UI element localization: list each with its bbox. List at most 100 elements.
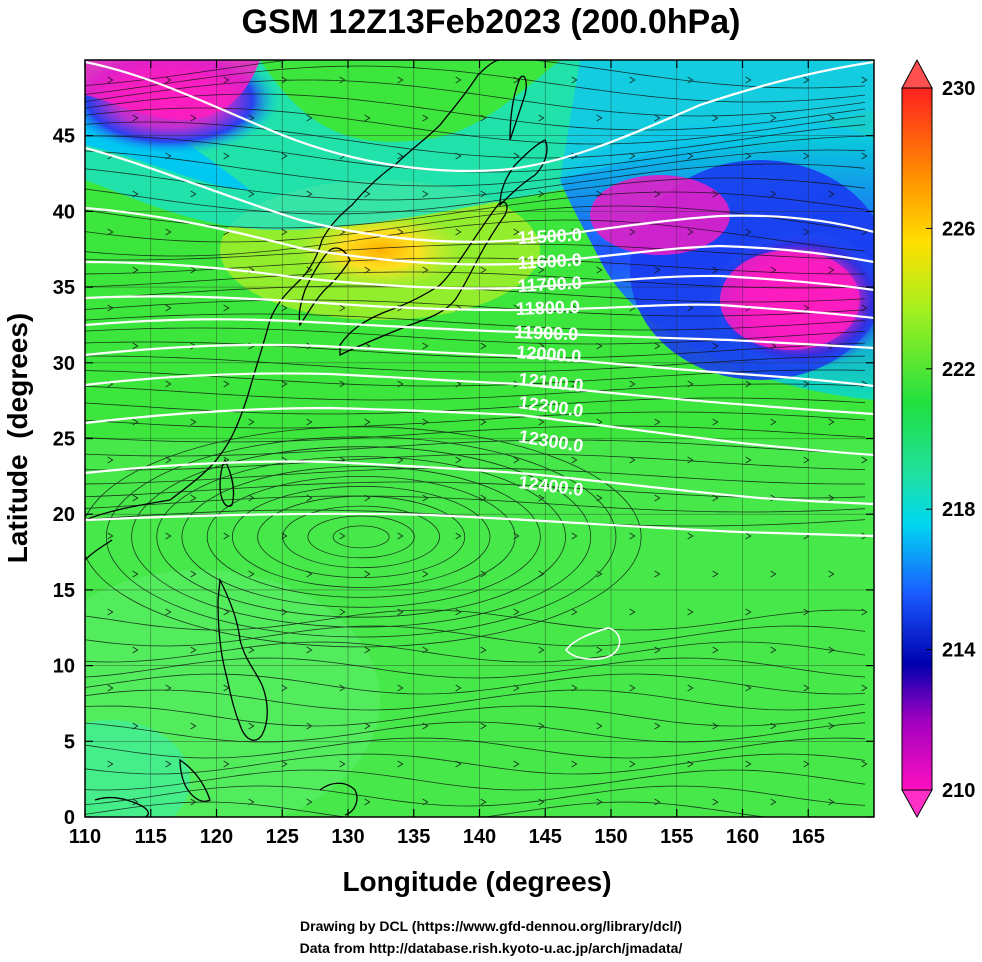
streamline-arrow — [770, 646, 777, 654]
colorbar-tick-label: 214 — [942, 640, 976, 662]
streamline-arrow — [770, 570, 777, 578]
streamline — [85, 271, 866, 289]
streamline-arrow — [513, 608, 520, 616]
streamline-arrow — [887, 343, 892, 349]
streamline-arrow — [339, 76, 346, 84]
streamline-arrow — [248, 114, 255, 122]
streamline-arrow — [596, 494, 603, 502]
streamline-arrow — [803, 76, 810, 84]
y-axis: 0 5 10 15 20 25 30 35 40 45 — [53, 126, 874, 829]
streamline-arrow — [770, 342, 777, 350]
streamline-arrow — [248, 494, 255, 502]
streamline-arrow — [190, 570, 197, 578]
x-tick-label: 120 — [200, 826, 233, 848]
streamline — [85, 79, 866, 117]
streamline-arrow — [596, 722, 603, 730]
streamline-arrow — [422, 494, 429, 502]
streamline-arrow — [248, 418, 255, 426]
streamline-arrow — [132, 494, 139, 502]
streamline — [85, 737, 866, 759]
streamline — [85, 785, 866, 807]
streamline-arrow — [745, 608, 752, 616]
streamline-arrow — [803, 608, 810, 616]
y-tick-label: 40 — [53, 201, 75, 223]
streamline-arrow — [455, 456, 462, 464]
streamline-arrow — [745, 456, 752, 464]
streamline-swirl — [156, 456, 566, 618]
streamline — [85, 243, 866, 261]
contour-label: 11500.0 — [517, 225, 582, 248]
streamline-arrow — [223, 76, 230, 84]
streamline — [85, 205, 866, 243]
streamline-arrow — [571, 532, 578, 540]
streamline — [85, 673, 866, 695]
streamline-arrow — [596, 266, 603, 274]
x-tick-label: 145 — [529, 826, 562, 848]
streamline-arrow — [281, 76, 288, 84]
streamline-arrow — [745, 380, 752, 388]
y-tick-label: 10 — [53, 656, 75, 678]
streamline-arrow — [745, 532, 752, 540]
streamline-arrow — [248, 798, 255, 806]
streamline-arrow — [538, 570, 545, 578]
streamline — [85, 481, 866, 499]
streamline-arrow — [223, 532, 230, 540]
streamline-arrow — [190, 266, 197, 274]
x-tick-label: 165 — [792, 826, 825, 848]
streamline-arrow — [687, 532, 694, 540]
streamline-arrow — [654, 114, 661, 122]
streamline-arrow — [306, 570, 313, 578]
streamline — [85, 107, 866, 145]
streamline-arrow — [770, 722, 777, 730]
streamline-arrow — [538, 190, 545, 198]
streamline-arrow — [364, 570, 371, 578]
streamline-arrow — [422, 798, 429, 806]
streamline-arrow — [339, 760, 346, 768]
streamline-arrow — [513, 456, 520, 464]
streamline-arrow — [480, 494, 487, 502]
streamline-swirl — [85, 426, 642, 648]
streamline-arrow — [165, 380, 172, 388]
streamline — [85, 299, 866, 317]
streamline-arrow — [190, 418, 197, 426]
streamline-arrow — [654, 190, 661, 198]
streamline — [85, 369, 866, 387]
streamline — [85, 769, 866, 791]
x-axis-title: Longitude (degrees) — [342, 866, 612, 897]
streamline-arrow — [861, 760, 868, 768]
streamline-arrow — [165, 684, 172, 692]
streamline-arrow — [132, 190, 139, 198]
x-tick-label: 140 — [463, 826, 496, 848]
streamline-arrow — [223, 380, 230, 388]
streamline-arrow — [629, 532, 636, 540]
streamline-arrow — [887, 723, 892, 729]
y-tick-label: 20 — [53, 504, 75, 526]
contour-label: 12000.0 — [516, 342, 582, 366]
streamline-swirl — [307, 515, 415, 559]
streamline-arrow — [422, 342, 429, 350]
streamline-arrow — [397, 684, 404, 692]
contour-label: 11700.0 — [517, 273, 582, 296]
streamline-arrow — [165, 532, 172, 540]
streamline-arrow — [455, 152, 462, 160]
streamline-arrow — [107, 456, 114, 464]
streamline-arrow — [223, 152, 230, 160]
streamline-arrow — [397, 76, 404, 84]
streamline-arrow — [596, 190, 603, 198]
streamline-arrow — [745, 760, 752, 768]
streamline-swirl — [257, 495, 466, 579]
streamline — [85, 625, 866, 647]
streamline-arrow — [364, 646, 371, 654]
contour-label: 11600.0 — [517, 250, 582, 273]
streamline-arrow — [571, 760, 578, 768]
streamline-arrow — [712, 646, 719, 654]
streamline — [85, 425, 866, 443]
streamline-arrow — [339, 608, 346, 616]
streamline-arrow — [422, 114, 429, 122]
streamline-arrow — [364, 418, 371, 426]
x-tick-label: 155 — [660, 826, 693, 848]
streamline-swirl — [131, 446, 592, 628]
streamline-arrow — [596, 114, 603, 122]
streamline-arrow — [339, 304, 346, 312]
height-contours — [85, 60, 874, 660]
